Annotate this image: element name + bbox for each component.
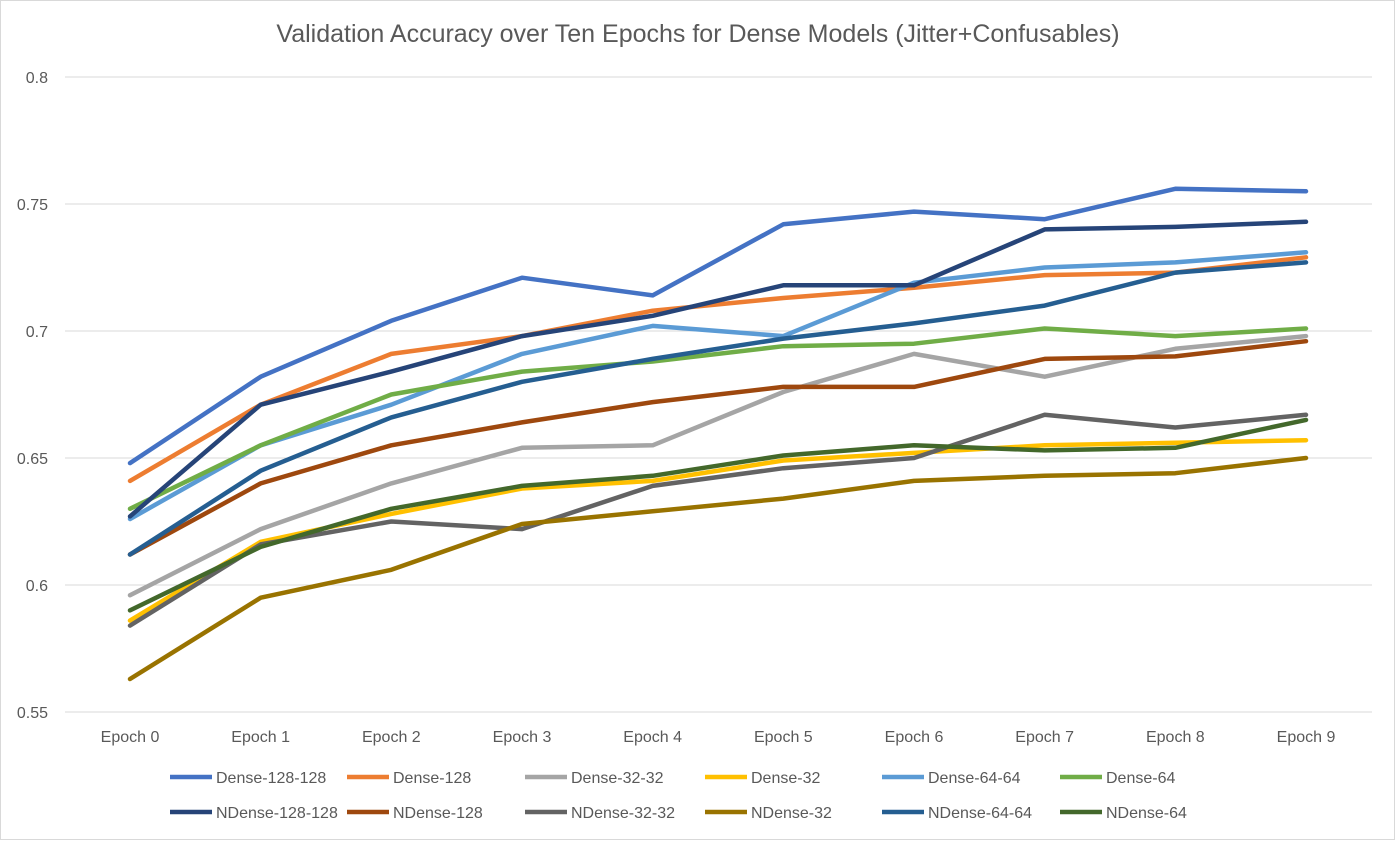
x-tick-label: Epoch 5	[754, 729, 813, 746]
legend-label: Dense-32-32	[571, 770, 664, 787]
legend-label: NDense-32	[751, 805, 832, 822]
legend-label: NDense-128-128	[216, 805, 338, 822]
x-tick-label: Epoch 7	[1015, 729, 1074, 746]
chart-title: Validation Accuracy over Ten Epochs for …	[276, 20, 1120, 48]
y-tick-label: 0.6	[26, 578, 48, 595]
legend-label: Dense-128-128	[216, 770, 326, 787]
x-axis-ticks: Epoch 0 Epoch 1 Epoch 2 Epoch 3 Epoch 4 Epoch…	[101, 729, 1336, 746]
grid-lines	[65, 76, 1372, 713]
legend-label: Dense-64-64	[928, 770, 1021, 787]
series-line-dense-32-32	[127, 333, 1309, 598]
x-tick-label: Epoch 8	[1146, 729, 1205, 746]
x-tick-label: Epoch 0	[101, 729, 160, 746]
legend-label: NDense-32-32	[571, 805, 675, 822]
series-line-ndense-64	[127, 417, 1309, 613]
y-tick-label: 0.8	[26, 70, 48, 87]
series-line-dense-128-128	[127, 186, 1309, 466]
series-line-ndense-32-32	[127, 412, 1309, 628]
series-line-ndense-128-128	[127, 219, 1309, 519]
y-tick-label: 0.7	[26, 324, 48, 341]
series-line-ndense-32	[127, 455, 1309, 682]
legend-label: Dense-64	[1106, 770, 1175, 787]
y-tick-label: 0.55	[17, 705, 48, 722]
series-line-ndense-64-64	[127, 260, 1309, 557]
x-tick-label: Epoch 9	[1277, 729, 1336, 746]
legend-label: NDense-128	[393, 805, 483, 822]
x-tick-label: Epoch 3	[493, 729, 552, 746]
x-tick-label: Epoch 1	[231, 729, 290, 746]
x-tick-label: Epoch 2	[362, 729, 421, 746]
series-line-dense-64-64	[127, 250, 1309, 522]
y-axis-ticks: 0.55 0.6 0.65 0.7 0.75 0.8	[17, 70, 48, 722]
legend: Dense-128-128 Dense-128 Dense-32-32 Dense-3…	[170, 770, 1187, 822]
legend-label: Dense-32	[751, 770, 820, 787]
legend-label: NDense-64-64	[928, 805, 1032, 822]
legend-label: NDense-64	[1106, 805, 1187, 822]
legend-label: Dense-128	[393, 770, 471, 787]
x-tick-label: Epoch 6	[885, 729, 944, 746]
series-line-dense-64	[127, 326, 1309, 512]
y-tick-label: 0.75	[17, 197, 48, 214]
x-tick-label: Epoch 4	[623, 729, 682, 746]
series-lines	[127, 186, 1309, 682]
series-line-ndense-128	[127, 338, 1309, 557]
y-tick-label: 0.65	[17, 451, 48, 468]
series-line-dense-128	[127, 255, 1309, 484]
